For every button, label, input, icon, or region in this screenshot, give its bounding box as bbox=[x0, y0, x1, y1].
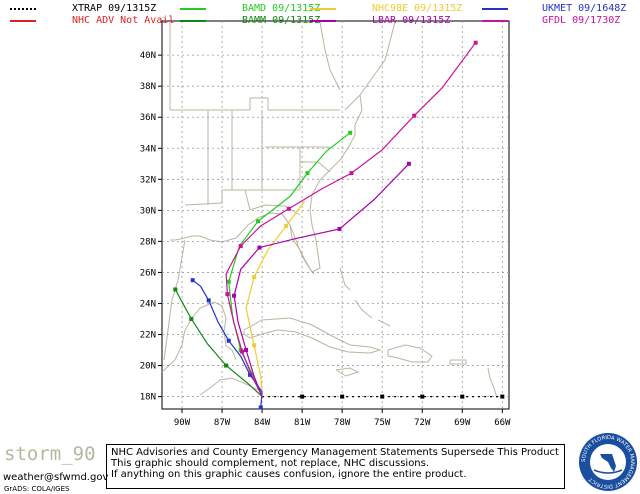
track-lbar bbox=[233, 163, 410, 397]
lat-label: 20N bbox=[140, 362, 156, 372]
track-point bbox=[189, 316, 194, 321]
track-point bbox=[284, 223, 289, 228]
track-bamm bbox=[174, 289, 263, 398]
lon-label: 87W bbox=[214, 418, 231, 428]
legend-swatch bbox=[482, 8, 508, 10]
track-point bbox=[300, 394, 305, 399]
lat-label: 22N bbox=[140, 331, 156, 341]
track-point bbox=[257, 245, 262, 250]
legend-label: BAMM 09/1315Z bbox=[242, 15, 321, 26]
track-point bbox=[244, 348, 249, 353]
lat-label: 40N bbox=[140, 51, 156, 61]
track-nhc98e bbox=[245, 200, 306, 397]
legend-swatch bbox=[180, 20, 206, 22]
lat-label: 24N bbox=[140, 299, 156, 309]
track-point bbox=[173, 287, 178, 292]
disclaimer-line: NHC Advisories and County Emergency Mana… bbox=[111, 447, 560, 458]
lon-label: 75W bbox=[374, 418, 391, 428]
legend-label: UKMET 09/1648Z bbox=[542, 3, 627, 14]
track-gfdl bbox=[225, 42, 477, 397]
track-point bbox=[238, 244, 243, 249]
track-point bbox=[305, 171, 310, 176]
track-point bbox=[252, 343, 257, 348]
track-point bbox=[348, 130, 353, 135]
track-point bbox=[206, 298, 211, 303]
legend-swatch bbox=[310, 20, 336, 22]
lat-label: 32N bbox=[140, 175, 156, 185]
track-point bbox=[340, 394, 345, 399]
lat-label: 38N bbox=[140, 82, 156, 92]
legend-swatch bbox=[482, 20, 508, 22]
contact-email: weather@sfwmd.gov bbox=[3, 472, 109, 483]
disclaimer-line: This graphic should complement, not repl… bbox=[111, 458, 430, 469]
track-point bbox=[473, 40, 478, 45]
track-point bbox=[240, 349, 245, 354]
track-point bbox=[232, 293, 237, 298]
legend-swatch bbox=[10, 8, 36, 10]
grads-credit: GrADS: COLA/IGES bbox=[4, 485, 70, 493]
legend-label: NHC98E 09/1315Z bbox=[372, 3, 463, 14]
lon-label: 78W bbox=[334, 418, 351, 428]
track-point bbox=[380, 394, 385, 399]
track-point bbox=[248, 372, 253, 377]
storm-name: storm_90 bbox=[4, 443, 96, 465]
legend-label: GFDL 09/1730Z bbox=[542, 15, 621, 26]
track-point bbox=[286, 206, 291, 211]
track-point bbox=[406, 161, 411, 166]
grid-lines bbox=[158, 21, 509, 413]
track-point bbox=[256, 219, 261, 224]
track-point bbox=[258, 405, 263, 410]
track-point bbox=[225, 292, 230, 297]
track-point bbox=[412, 113, 417, 118]
lat-label: 18N bbox=[140, 393, 156, 403]
legend-swatch bbox=[310, 8, 336, 10]
legend-swatch bbox=[180, 8, 206, 10]
lat-label: 28N bbox=[140, 237, 156, 247]
disclaimer-line: If anything on this graphic causes confu… bbox=[111, 469, 467, 480]
legend-label: LBAR 09/1315Z bbox=[372, 15, 451, 26]
track-point bbox=[337, 226, 342, 231]
lon-label: 66W bbox=[494, 418, 511, 428]
longitude-labels: 90W 87W 84W 81W 78W 75W 72W 69W 66W bbox=[174, 418, 511, 428]
latitude-labels: 40N 38N 36N 34N 32N 30N 28N 26N 24N 22N 20N 18N bbox=[140, 51, 156, 402]
track-point bbox=[460, 394, 465, 399]
legend-label: XTRAP 09/1315Z bbox=[72, 3, 157, 14]
lon-label: 90W bbox=[174, 418, 191, 428]
lon-label: 81W bbox=[294, 418, 311, 428]
lat-label: 30N bbox=[140, 206, 156, 216]
sfwmd-seal-logo: SOUTH FLORIDA WATER MANAGEMENT DISTRICT bbox=[579, 433, 637, 491]
track-point bbox=[226, 279, 231, 284]
lon-label: 84W bbox=[254, 418, 271, 428]
track-point bbox=[420, 394, 425, 399]
lat-label: 26N bbox=[140, 268, 156, 278]
disclaimer-box: NHC Advisories and County Emergency Mana… bbox=[106, 444, 565, 489]
track-point bbox=[226, 338, 231, 343]
track-point bbox=[500, 394, 505, 399]
track-point bbox=[252, 275, 257, 280]
lon-label: 69W bbox=[454, 418, 471, 428]
forecast-tracks bbox=[173, 40, 505, 410]
lat-label: 34N bbox=[140, 144, 156, 154]
track-point bbox=[224, 363, 229, 368]
track-point bbox=[190, 278, 195, 283]
map-frame bbox=[161, 20, 510, 410]
track-point bbox=[349, 171, 354, 176]
lon-label: 72W bbox=[414, 418, 431, 428]
legend-label: NHC ADV Not Avail bbox=[72, 15, 175, 26]
lat-label: 36N bbox=[140, 113, 156, 123]
legend-label: BAMD 09/1315Z bbox=[242, 3, 321, 14]
legend-swatch bbox=[10, 20, 36, 22]
